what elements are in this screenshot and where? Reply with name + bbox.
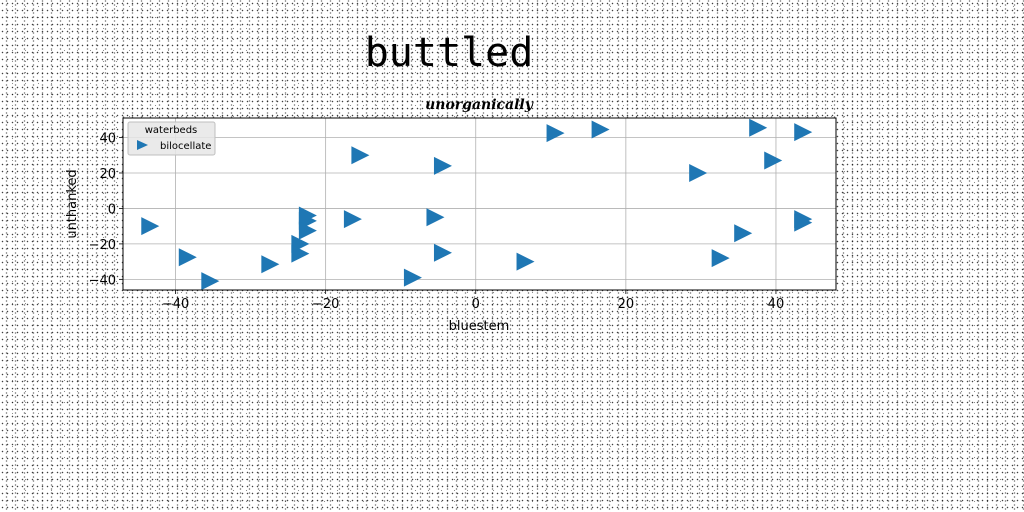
x-tick-label: −40	[162, 297, 189, 312]
data-point	[433, 243, 452, 262]
x-tick-label: 0	[472, 297, 480, 312]
data-point	[351, 146, 370, 165]
legend: waterbeds bilocellate	[127, 121, 216, 156]
x-tick-label: −20	[312, 297, 339, 312]
data-point	[403, 268, 422, 287]
data-point	[546, 124, 565, 143]
data-point	[516, 252, 535, 271]
data-point	[291, 244, 310, 263]
y-tick-label: −40	[89, 273, 116, 288]
y-tick-label: 40	[99, 132, 116, 147]
data-point	[261, 255, 280, 274]
y-tick-label: 20	[99, 167, 116, 182]
data-point	[141, 217, 160, 236]
data-point	[201, 272, 220, 291]
data-point	[298, 206, 317, 225]
data-point	[178, 248, 197, 267]
chart-suptitle: buttled	[365, 30, 534, 76]
axis-ticks: −40 −20 0 20 40 −40 −20 0 20 40	[89, 132, 785, 312]
x-tick-label: 20	[618, 297, 635, 312]
data-point	[794, 123, 813, 142]
data-point	[711, 249, 730, 268]
grid	[123, 118, 836, 290]
data-point	[749, 118, 768, 137]
data-point	[433, 156, 452, 175]
plot-frame	[122, 117, 837, 291]
data-points	[141, 118, 813, 291]
legend-title: waterbeds	[145, 125, 198, 136]
y-tick-label: −20	[89, 238, 116, 253]
plot-area	[123, 118, 836, 290]
data-point	[689, 163, 708, 182]
y-tick-label: 0	[108, 202, 116, 217]
legend-box	[127, 121, 216, 156]
data-point	[591, 120, 610, 139]
x-axis-label: bluestem	[449, 319, 510, 334]
data-point	[794, 213, 813, 232]
data-point	[426, 208, 445, 227]
data-point	[734, 224, 753, 243]
chart-title: unorganically	[425, 97, 534, 113]
data-point	[764, 151, 783, 170]
data-point	[343, 210, 362, 229]
x-tick-label: 40	[768, 297, 785, 312]
y-axis-label: unthanked	[65, 169, 80, 238]
data-point	[298, 221, 317, 240]
legend-marker-triangle-right-icon	[137, 140, 148, 150]
legend-entry-label: bilocellate	[160, 141, 211, 152]
